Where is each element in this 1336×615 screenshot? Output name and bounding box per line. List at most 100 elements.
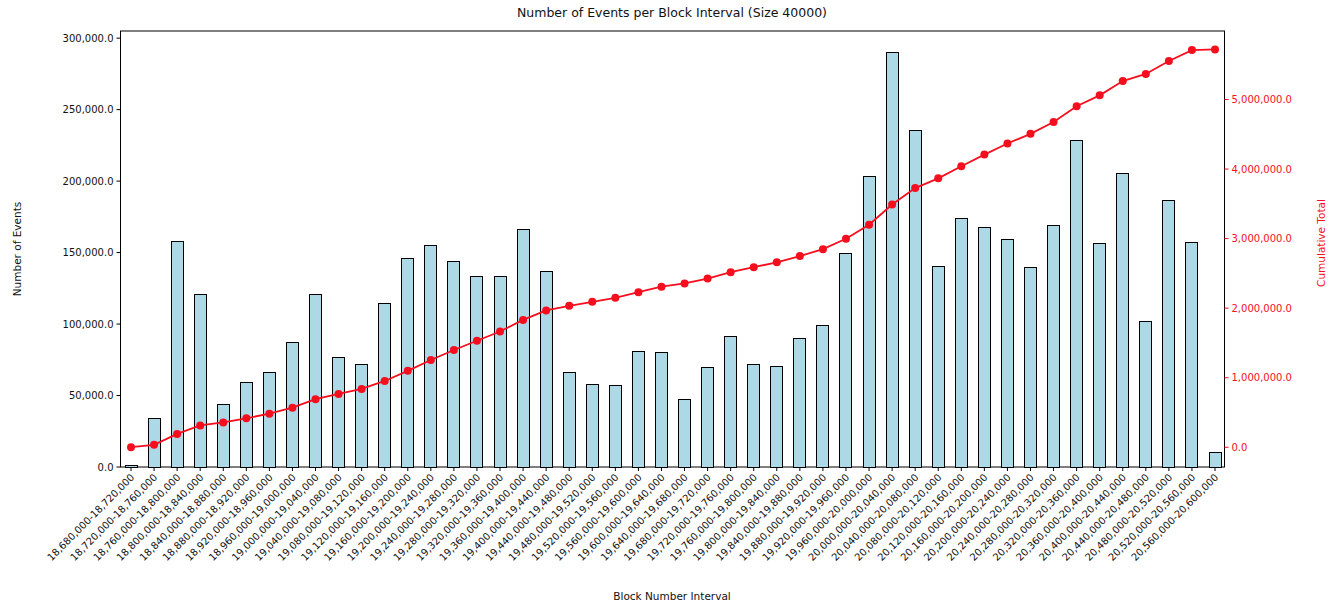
- bar: [310, 294, 322, 467]
- bar: [194, 294, 206, 467]
- line-point: [588, 298, 596, 306]
- line-point: [542, 306, 550, 314]
- line-point: [427, 356, 435, 364]
- bar: [725, 337, 737, 467]
- bar: [1094, 244, 1106, 467]
- line-point: [657, 283, 665, 291]
- line-point: [750, 263, 758, 271]
- bar: [1163, 201, 1175, 467]
- bar: [333, 358, 345, 467]
- bar: [517, 230, 529, 467]
- bar: [471, 276, 483, 467]
- line-point: [150, 441, 158, 449]
- figure: Number of Events per Block Interval (Siz…: [0, 0, 1336, 615]
- bar: [1140, 322, 1152, 467]
- left-tick-label: 250,000.0: [63, 104, 114, 115]
- right-tick-label: 2,000,000.0: [1232, 303, 1292, 314]
- bar: [932, 267, 944, 467]
- bar: [125, 465, 137, 467]
- left-tick-label: 300,000.0: [63, 33, 114, 44]
- line-point: [242, 414, 250, 422]
- line-point: [957, 162, 965, 170]
- bar: [1001, 240, 1013, 467]
- line-point: [312, 395, 320, 403]
- line-point: [773, 258, 781, 266]
- line-point: [1026, 130, 1034, 138]
- bar: [217, 404, 229, 467]
- line-point: [127, 443, 135, 451]
- line-point: [980, 151, 988, 159]
- bar: [978, 228, 990, 467]
- bar: [679, 400, 691, 467]
- left-tick-label: 100,000.0: [63, 319, 114, 330]
- line-point: [473, 337, 481, 345]
- line-point: [265, 410, 273, 418]
- line-point: [196, 421, 204, 429]
- line-point: [611, 294, 619, 302]
- line-point: [1142, 70, 1150, 78]
- line-point: [1050, 118, 1058, 126]
- bar: [240, 383, 252, 467]
- bar: [448, 261, 460, 467]
- line-point: [934, 174, 942, 182]
- chart-canvas: 0.0 50,000.0 100,000.0 150,000.0 200,000.0 25…: [0, 0, 1336, 615]
- line-point: [727, 268, 735, 276]
- line-point: [1165, 57, 1173, 65]
- right-tick-label: 3,000,000.0: [1232, 233, 1292, 244]
- line-point: [1073, 102, 1081, 110]
- bar: [794, 338, 806, 467]
- line-point: [565, 302, 573, 310]
- line-point: [681, 279, 689, 287]
- line-point: [288, 404, 296, 412]
- left-tick-label: 150,000.0: [63, 247, 114, 258]
- line-point: [911, 184, 919, 192]
- line-point: [381, 377, 389, 385]
- bar: [563, 373, 575, 467]
- bar: [632, 351, 644, 467]
- line-point: [1096, 91, 1104, 99]
- line-point: [335, 390, 343, 398]
- bar: [609, 386, 621, 467]
- line-point: [1003, 140, 1011, 148]
- right-tick-label: 0.0: [1232, 442, 1248, 453]
- line-point: [1211, 45, 1219, 53]
- line-point: [634, 288, 642, 296]
- bar: [1117, 173, 1129, 467]
- bar: [909, 130, 921, 467]
- line-point: [819, 245, 827, 253]
- bar: [1071, 141, 1083, 467]
- line-point: [496, 327, 504, 335]
- bar: [379, 303, 391, 467]
- bar: [1186, 243, 1198, 467]
- line-point: [219, 418, 227, 426]
- line-point: [519, 316, 527, 324]
- line-point: [1188, 46, 1196, 54]
- bar: [263, 372, 275, 467]
- left-tick-label: 50,000.0: [69, 390, 114, 401]
- line-point: [796, 252, 804, 260]
- line-point: [842, 235, 850, 243]
- line-point: [704, 275, 712, 283]
- bar: [955, 218, 967, 467]
- line-point: [1119, 77, 1127, 85]
- line-point: [404, 367, 412, 375]
- right-tick-label: 4,000,000.0: [1232, 164, 1292, 175]
- bar: [817, 326, 829, 467]
- left-tick-label: 0.0: [98, 462, 114, 473]
- line-point: [888, 200, 896, 208]
- right-tick-label: 1,000,000.0: [1232, 372, 1292, 383]
- left-tick-label: 200,000.0: [63, 176, 114, 187]
- bar: [356, 365, 368, 467]
- bar: [771, 367, 783, 467]
- right-tick-label: 5,000,000.0: [1232, 94, 1292, 105]
- bar: [840, 253, 852, 467]
- line-point: [865, 221, 873, 229]
- bar: [702, 368, 714, 467]
- bar: [886, 52, 898, 467]
- bar: [1024, 267, 1036, 467]
- bar: [540, 272, 552, 467]
- bar: [655, 353, 667, 467]
- line-point: [358, 385, 366, 393]
- line-point: [450, 346, 458, 354]
- bar: [1209, 453, 1221, 467]
